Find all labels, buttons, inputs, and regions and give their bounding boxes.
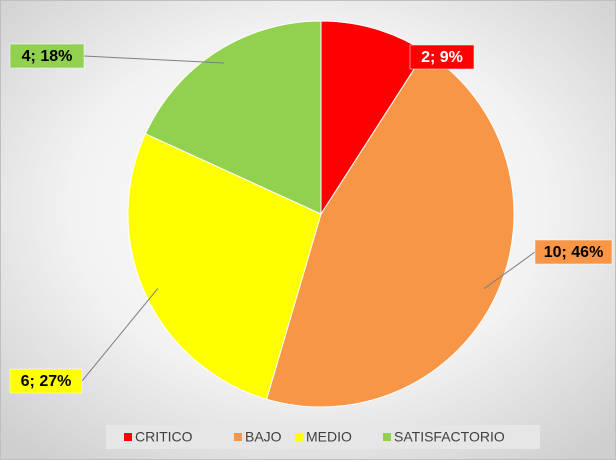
data-label: 6; 27%: [21, 373, 72, 390]
leader-line: [483, 251, 536, 289]
legend-swatch: [124, 433, 132, 441]
data-label-box: [9, 43, 85, 69]
legend-label: MEDIO: [306, 429, 352, 445]
data-label-box: [409, 44, 475, 70]
legend-label: CRITICO: [135, 429, 193, 445]
data-label-box: [9, 368, 83, 394]
data-label: 4; 18%: [22, 48, 73, 65]
pie-slice: [266, 50, 515, 408]
data-label: 2; 9%: [421, 49, 463, 66]
legend-swatch: [234, 433, 242, 441]
legend-box: [106, 425, 540, 449]
leader-line: [81, 288, 159, 382]
leader-line: [83, 55, 224, 64]
pie-slice: [144, 20, 322, 215]
data-label: 10; 46%: [544, 244, 604, 261]
legend-swatch: [383, 433, 391, 441]
legend-swatch: [295, 433, 303, 441]
data-label-box: [534, 239, 613, 265]
pie-slice: [127, 133, 322, 400]
legend-label: BAJO: [245, 429, 282, 445]
legend-label: SATISFACTORIO: [394, 429, 505, 445]
